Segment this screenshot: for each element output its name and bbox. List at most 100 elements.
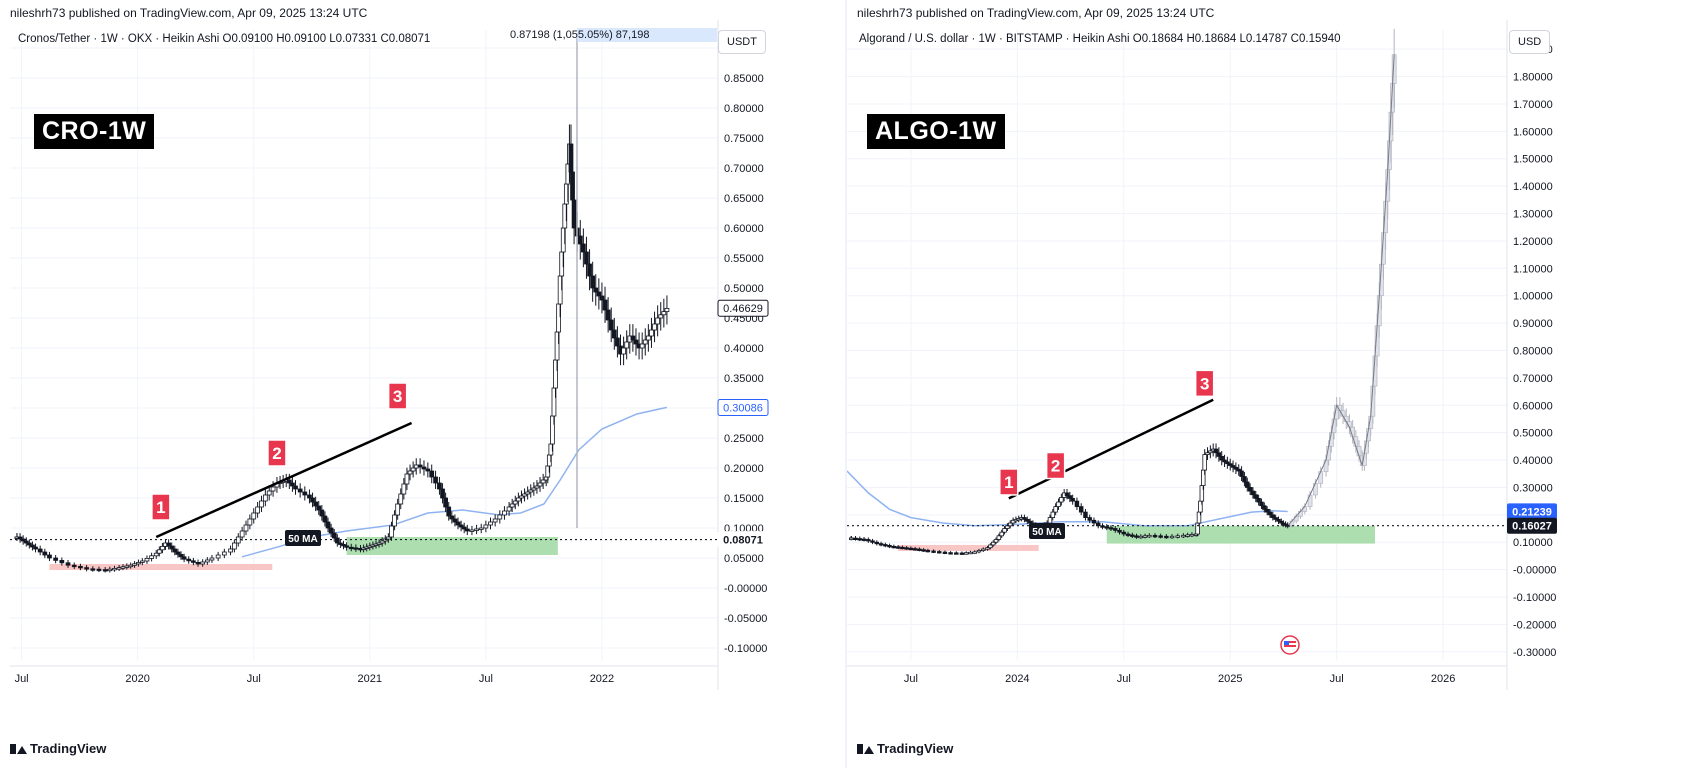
candle-body [624, 341, 630, 349]
candle-body [1259, 501, 1264, 507]
candle-body [78, 566, 83, 569]
candle-body [90, 568, 96, 571]
price-tag-bg [1507, 517, 1557, 534]
marker-label: 1 [156, 498, 165, 517]
candle-body [1078, 506, 1084, 513]
candle-body [338, 542, 343, 545]
candle-body [642, 339, 648, 345]
marker-box [151, 493, 171, 521]
candle-body [621, 347, 626, 355]
y-tick-label: 0.60000 [724, 223, 764, 235]
currency-selector[interactable]: USDT [718, 30, 766, 54]
candle-body [525, 491, 531, 495]
measure-label: 0.87198 (1,055.05%) 87,198 [510, 29, 649, 41]
marker-1: 1 [151, 493, 171, 521]
y-tick-label: 1.20000 [1513, 236, 1553, 248]
candle-body [175, 551, 181, 555]
candle-body [917, 548, 922, 551]
candle-body [262, 494, 268, 502]
tradingview-logo-icon [857, 743, 874, 754]
candle-body [1262, 505, 1267, 510]
candle-body [232, 542, 237, 550]
price-tag-bg [1507, 503, 1557, 520]
event-flag-icon[interactable] [1280, 635, 1300, 655]
candle-body [139, 560, 145, 563]
candle-body [30, 544, 35, 548]
candle-body [59, 560, 65, 564]
candle-body [379, 540, 385, 544]
y-tick-label: 0.20000 [724, 463, 764, 475]
candle-body [1230, 465, 1236, 468]
candle-body [1125, 533, 1131, 536]
candle-body [853, 537, 858, 541]
marker-1: 1 [999, 468, 1019, 496]
y-tick-label: 1.30000 [1513, 209, 1553, 221]
candle-body [908, 547, 914, 551]
candle-body [124, 565, 130, 568]
x-tick-label: 2020 [125, 673, 149, 685]
y-tick-label: 0.70000 [1513, 373, 1553, 385]
projection-candle [1307, 494, 1313, 507]
candle-body [878, 543, 884, 546]
measure-highlight [577, 28, 717, 42]
candle-body [407, 470, 413, 475]
projection-candle [1323, 459, 1329, 473]
candle-body [488, 521, 493, 526]
candle-body [652, 323, 657, 331]
candle-body [195, 562, 201, 565]
candle-body [1185, 534, 1190, 537]
candle-body [433, 476, 438, 484]
candle-body [1022, 517, 1027, 520]
candle-body [1158, 535, 1163, 538]
y-tick-label: 0.85000 [724, 73, 764, 85]
candle-body [519, 495, 524, 499]
marker-box [387, 382, 408, 410]
candle-body [577, 235, 583, 245]
candle-body [53, 557, 59, 561]
candle-body [270, 486, 276, 492]
candle-body [319, 509, 325, 517]
candle-body [1113, 528, 1118, 531]
ma-label-text: 50 MA [1032, 527, 1061, 538]
candle-body [452, 518, 458, 523]
candle-body [449, 515, 455, 520]
tradingview-logo[interactable]: TradingView [857, 741, 953, 756]
projection-path [1287, 54, 1395, 527]
candle-body [596, 291, 602, 297]
candle-body [96, 568, 102, 572]
candle-body [502, 510, 507, 516]
candle-body [1134, 535, 1139, 538]
candle-body [1225, 461, 1230, 465]
candle-body [307, 494, 312, 499]
currency-selector[interactable]: USD [1509, 30, 1551, 54]
candle-body [344, 545, 349, 548]
marker-3: 3 [387, 382, 408, 410]
candle-body [172, 548, 178, 553]
candle-body [857, 538, 863, 541]
tradingview-logo[interactable]: TradingView [10, 741, 106, 756]
candle-body [528, 489, 534, 493]
candle-body [251, 512, 257, 520]
candle-body [322, 515, 328, 523]
candle-body [630, 335, 636, 341]
candle-body [506, 506, 512, 512]
candle-body [1164, 535, 1169, 539]
candle-body [942, 551, 948, 554]
ma-label-badge: 50 MA [285, 530, 321, 546]
resistance-trendline [1008, 398, 1214, 500]
price-tag: 0.21239 [1507, 503, 1557, 520]
y-tick-label: 1.60000 [1513, 126, 1553, 138]
candle-body [925, 549, 931, 553]
candle-body [1256, 497, 1261, 503]
candle-body [221, 551, 227, 556]
candle-body [204, 559, 210, 563]
candle-body [461, 526, 467, 530]
candle-body [658, 314, 664, 319]
candle-body [478, 527, 484, 530]
candle-body [968, 551, 973, 555]
candle-body [883, 544, 888, 547]
candle-body [1245, 481, 1250, 488]
candle-body [912, 548, 918, 551]
candle-body [972, 551, 977, 554]
candle-body [1233, 466, 1239, 470]
